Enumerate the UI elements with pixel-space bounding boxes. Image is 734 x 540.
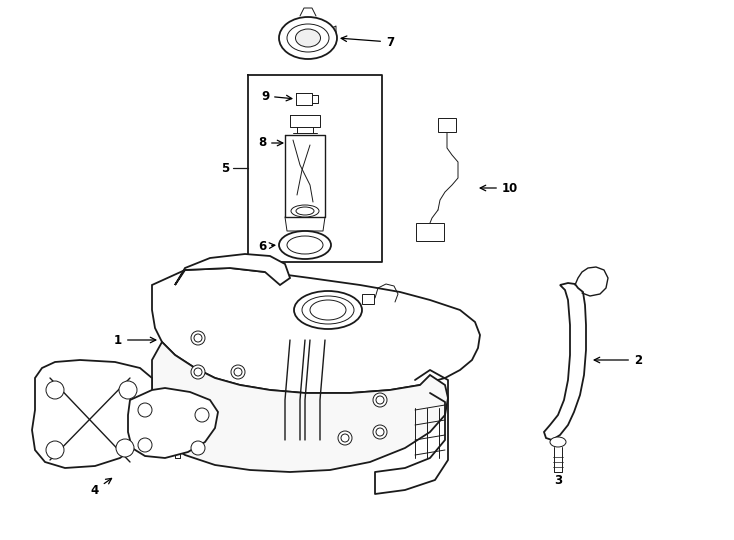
Polygon shape (152, 268, 480, 393)
Ellipse shape (279, 231, 331, 259)
Circle shape (341, 434, 349, 442)
Circle shape (191, 331, 205, 345)
Ellipse shape (279, 17, 337, 59)
Text: 5: 5 (221, 161, 229, 174)
Ellipse shape (291, 205, 319, 217)
Text: 9: 9 (261, 90, 292, 103)
Polygon shape (32, 360, 152, 468)
Text: 2: 2 (595, 354, 642, 367)
Circle shape (191, 365, 205, 379)
Ellipse shape (296, 29, 321, 47)
Circle shape (116, 439, 134, 457)
Circle shape (191, 441, 205, 455)
Text: 10: 10 (480, 181, 518, 194)
Ellipse shape (294, 291, 362, 329)
Circle shape (194, 334, 202, 342)
Ellipse shape (550, 437, 566, 447)
Ellipse shape (310, 300, 346, 320)
Text: 3: 3 (554, 474, 562, 487)
Circle shape (194, 368, 202, 376)
Ellipse shape (302, 296, 354, 324)
Circle shape (46, 441, 64, 459)
Circle shape (376, 396, 384, 404)
Polygon shape (152, 342, 448, 472)
Circle shape (46, 381, 64, 399)
Ellipse shape (287, 24, 329, 52)
Circle shape (234, 368, 242, 376)
Text: 8: 8 (258, 137, 283, 150)
Polygon shape (128, 388, 218, 458)
Circle shape (138, 438, 152, 452)
Circle shape (338, 431, 352, 445)
Text: 1: 1 (114, 334, 156, 347)
Ellipse shape (296, 207, 314, 215)
Text: 6: 6 (258, 240, 275, 253)
Bar (438, 118, 456, 132)
Bar (416, 223, 444, 241)
Text: 7: 7 (341, 36, 394, 49)
Circle shape (138, 403, 152, 417)
Bar (362, 294, 374, 304)
Polygon shape (544, 283, 586, 440)
Ellipse shape (287, 236, 323, 254)
Circle shape (376, 428, 384, 436)
Circle shape (373, 425, 387, 439)
Circle shape (373, 393, 387, 407)
Circle shape (195, 408, 209, 422)
Text: 4: 4 (91, 478, 112, 496)
Circle shape (231, 365, 245, 379)
Polygon shape (175, 254, 290, 285)
Circle shape (119, 381, 137, 399)
